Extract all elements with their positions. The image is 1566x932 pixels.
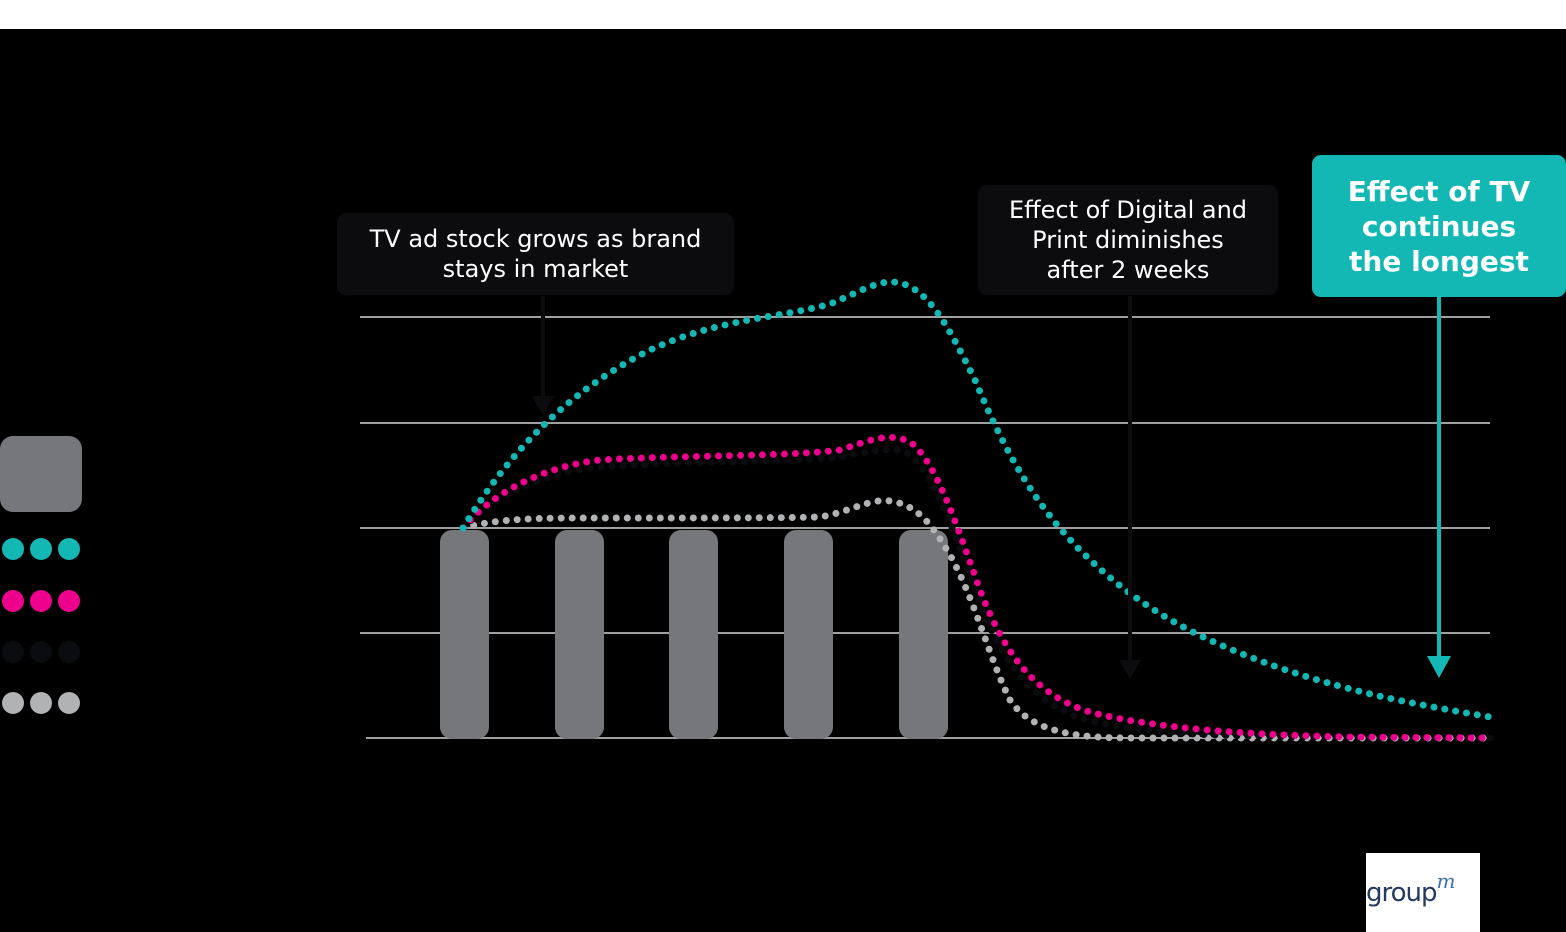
legend-swatch-tv [2,538,80,560]
top-white-strip [0,0,1566,29]
bar-2 [555,530,604,739]
callout-arrows [532,296,1451,679]
series-print [459,497,1494,742]
legend-swatch-dark [2,641,80,663]
series-dark [459,446,1494,742]
arrow-head-digital-print [1119,660,1141,679]
arrow-head-tv-longest [1427,656,1451,678]
arrow-head-tv-growth [532,396,554,415]
series-tv [459,278,1494,721]
callout-tv-growth: TV ad stock grows as brand stays in mark… [337,213,734,295]
groupm-logo: group m [1366,853,1480,932]
logo-word: group [1366,877,1438,908]
bar-4 [784,530,833,739]
callout-digital-print: Effect of Digital and Print diminishes a… [978,185,1278,295]
bar-3 [669,530,718,739]
legend-swatch-bars [0,436,82,512]
series-digital [459,433,1494,742]
bar-1 [440,530,489,739]
logo-superscript: m [1436,868,1456,893]
callout-tv-longest: Effect of TV continues the longest [1312,155,1566,297]
legend-swatch-digital [2,590,80,612]
legend-swatch-print [2,692,80,714]
campaign-bars [440,530,948,739]
bar-5 [899,530,948,739]
